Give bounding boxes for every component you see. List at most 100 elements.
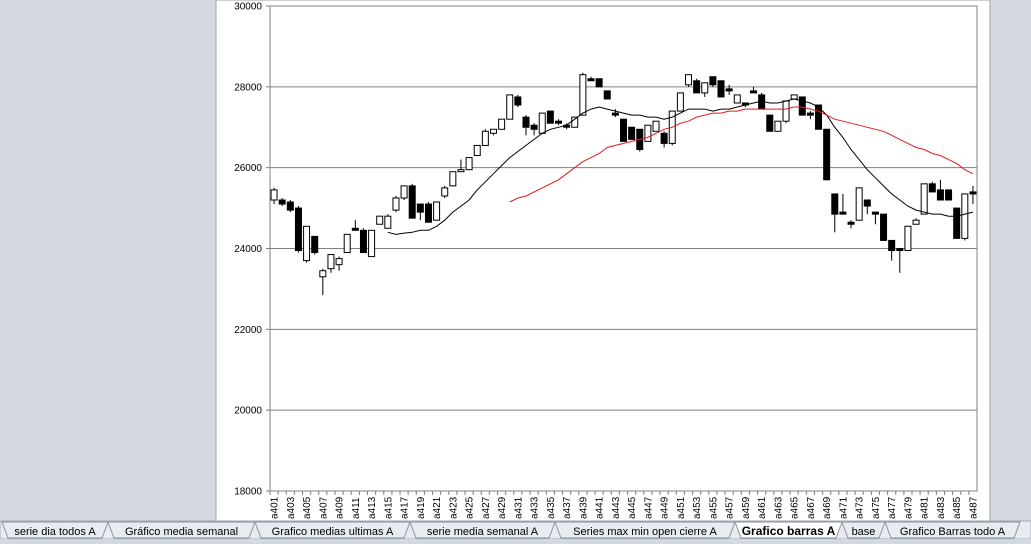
x-tick-label: a409 [335,496,346,519]
x-tick-label: a475 [871,496,882,519]
candle-body [644,124,652,142]
y-tick-label: 30000 [234,2,262,13]
y-tick-label: 20000 [234,406,262,417]
candle-body [774,120,782,132]
x-tick-label: a417 [400,496,411,519]
candle-body [912,219,920,225]
sheet-tabs: serie dia todos A Gráfico media semanal Gr… [1,521,1021,539]
candle-body [343,233,351,254]
candle-body [351,227,359,231]
candle-body [522,116,530,128]
candle-body [685,74,693,86]
candle-body [311,235,319,254]
candle-body [904,225,912,252]
sheet-tab-label[interactable]: serie media semanal A [427,526,539,538]
x-tick-label: a415 [383,496,394,519]
candle-body [961,193,969,239]
candle-body [449,171,457,187]
candle-body [278,199,286,205]
sheet-tab-label[interactable]: Grafico barras A [742,524,836,538]
x-tick-label: a413 [367,496,378,519]
sheet-tab-label[interactable]: base [852,526,876,538]
candle-body [855,187,863,221]
moving-average-line [509,106,974,203]
x-tick-label: a477 [887,496,898,519]
candle-body [498,118,506,130]
x-tick-label: a405 [302,496,313,519]
candle-body [270,189,278,201]
candle-body [831,193,839,215]
x-tick-label: a463 [773,496,784,519]
sheet-tab[interactable] [554,521,736,539]
candle-body [359,229,367,254]
candle-body [489,128,497,134]
candle-body [823,128,831,181]
candle-body [717,80,725,98]
sheet-tab[interactable] [1,521,109,539]
candle-body [880,213,888,241]
candle-body [441,187,449,197]
candle-body [701,82,709,94]
candle-body [286,201,294,211]
moving-average-line [387,98,974,235]
candle-body [376,215,384,225]
sheet-tab-label[interactable]: serie dia todos A [14,526,96,538]
candle-body [571,116,579,128]
x-tick-label: a445 [627,496,638,519]
sheet-tab[interactable] [884,521,1021,539]
candle-body [871,211,879,215]
candle-body [384,215,392,229]
sheet-tab-label[interactable]: Grafico medias ultimas A [272,526,394,538]
sheet-tab[interactable] [841,521,886,539]
sheet-tab-label[interactable]: Series max min open cierre A [573,526,717,538]
candle-body [424,203,432,223]
sheet-tab[interactable] [107,521,256,539]
candle-body [733,94,741,104]
x-tick-label: a481 [920,496,931,519]
candle-body [766,114,774,132]
candle-body [506,94,514,120]
x-tick-label: a401 [270,496,281,519]
x-tick-label: a429 [497,496,508,519]
x-tick-label: a485 [952,496,963,519]
candle-body [896,248,904,252]
sheet-tab-label[interactable]: Gráfico media semanal [125,526,238,538]
y-tick-label: 18000 [234,487,262,498]
sheet-tab[interactable] [409,521,556,539]
candle-body [335,258,343,266]
x-tick-label: a441 [595,496,606,519]
candle-body [595,78,603,88]
sheet-tab-label[interactable]: Grafico Barras todo A [900,526,1006,538]
candle-body [457,169,465,173]
candle-body [693,80,701,94]
candle-body [433,201,441,221]
x-tick-label: a473 [855,496,866,519]
candle-body [408,185,416,219]
candle-body [400,185,408,199]
y-tick-label: 26000 [234,163,262,174]
candle-body [538,112,546,134]
candle-body [611,112,619,116]
x-tick-label: a443 [611,496,622,519]
x-tick-label: a437 [562,496,573,519]
x-tick-label: a479 [903,496,914,519]
x-tick-label: a453 [692,496,703,519]
x-tick-label: a457 [725,496,736,519]
y-tick-label: 24000 [234,244,262,255]
candle-body [969,191,977,195]
sheet-tab[interactable] [734,521,843,539]
y-tick-label: 28000 [234,82,262,93]
candle-body [888,239,896,252]
candle-body [928,183,936,193]
sheet-tab[interactable] [254,521,411,539]
candle-body [628,126,636,140]
candle-body [546,110,554,124]
candle-body [554,120,562,124]
candle-body [473,144,481,157]
x-tick-label: a455 [708,496,719,519]
candle-body [709,76,717,86]
candle-body [327,254,335,270]
candle-body [676,92,684,112]
candle-body [603,90,611,100]
